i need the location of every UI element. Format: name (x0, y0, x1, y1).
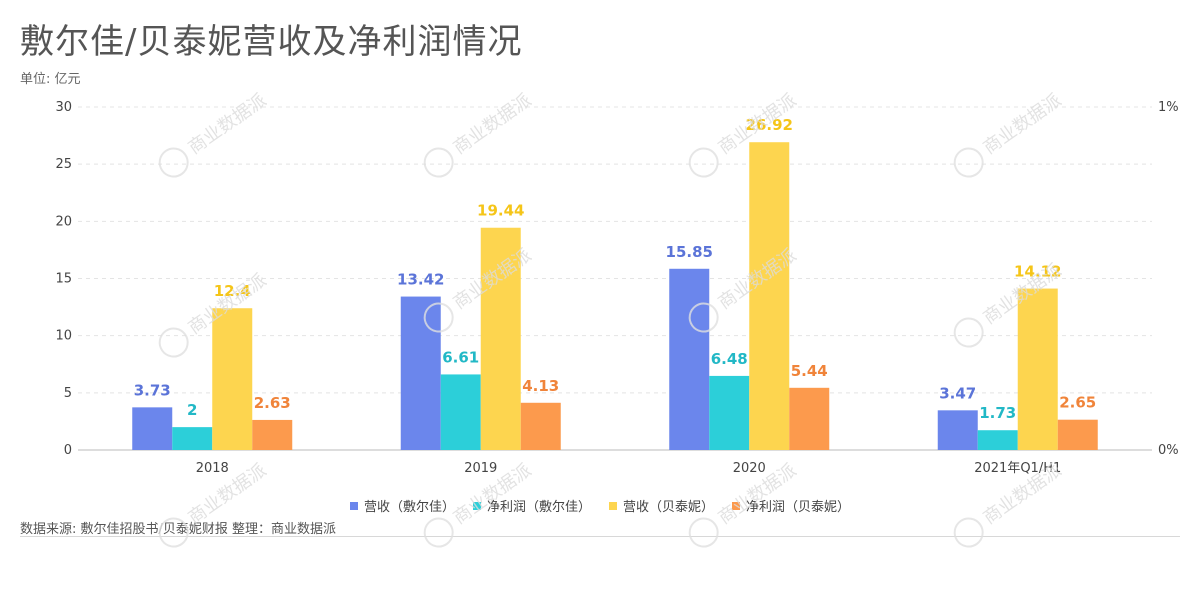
chart-title: 敷尔佳/贝泰妮营收及净利润情况 (20, 22, 523, 62)
legend-item[interactable]: 净利润（敷尔佳） (472, 496, 591, 515)
bar (480, 227, 521, 450)
y2-tick-label: 0% (1158, 443, 1179, 458)
data-label: 15.85 (666, 243, 713, 261)
bar (749, 142, 790, 450)
legend-item[interactable]: 净利润（贝泰妮） (732, 496, 850, 515)
bar (789, 387, 830, 450)
data-label: 26.92 (746, 116, 793, 134)
y-tick-label: 25 (55, 157, 72, 172)
x-tick-label: 2019 (464, 461, 497, 476)
legend-label: 净利润（贝泰妮） (746, 500, 851, 515)
data-label: 2.63 (254, 394, 291, 412)
chart-legend: 营收（敷尔佳） 净利润（敷尔佳） 营收（贝泰妮） 净利润（贝泰妮） (0, 496, 1200, 515)
legend-item[interactable]: 营收（敷尔佳） (349, 496, 455, 515)
bar (440, 374, 481, 450)
legend-label: 营收（贝泰妮） (623, 500, 715, 515)
data-label: 6.48 (711, 350, 748, 368)
data-label: 2 (187, 401, 197, 419)
legend-label: 净利润（敷尔佳） (486, 500, 591, 515)
data-label: 6.61 (442, 348, 479, 366)
bar (212, 308, 253, 450)
bar (400, 296, 441, 450)
data-label: 14.12 (1014, 263, 1061, 281)
bar (669, 268, 710, 450)
unit-label: 单位: 亿元 (20, 72, 81, 87)
bar (937, 410, 978, 450)
bar (977, 430, 1018, 450)
x-tick-label: 2020 (733, 461, 766, 476)
legend-swatch (732, 501, 741, 510)
data-label: 5.44 (791, 362, 828, 380)
bar (709, 375, 750, 450)
data-label: 4.13 (522, 377, 559, 395)
bar (1057, 419, 1098, 450)
data-label: 12.4 (214, 282, 251, 300)
bar (1017, 288, 1058, 450)
y-tick-label: 30 (55, 100, 72, 115)
legend-swatch (349, 501, 358, 510)
data-label: 1.73 (979, 404, 1016, 422)
data-label: 3.73 (134, 381, 171, 399)
data-label: 3.47 (939, 384, 976, 402)
y-tick-label: 5 (64, 386, 72, 401)
bar (172, 427, 213, 450)
data-label: 2.65 (1059, 394, 1096, 412)
divider (20, 536, 1180, 537)
legend-swatch (609, 501, 617, 510)
legend-label: 营收（敷尔佳） (363, 500, 455, 515)
y2-tick-label: 1% (1158, 100, 1179, 115)
x-tick-label: 2018 (196, 461, 229, 476)
bar (252, 419, 293, 450)
legend-swatch (472, 501, 481, 510)
legend-item[interactable]: 营收（贝泰妮） (609, 496, 714, 515)
x-tick-label: 2021年Q1/H1 (974, 461, 1061, 476)
y-tick-label: 20 (55, 214, 72, 229)
y-tick-label: 10 (55, 329, 72, 344)
y-tick-label: 0 (64, 443, 72, 458)
data-label: 19.44 (477, 202, 524, 220)
data-label: 13.42 (397, 271, 444, 289)
bar (132, 407, 173, 450)
source-note: 数据来源: 敷尔佳招股书/贝泰妮财报 整理：商业数据派 (20, 522, 337, 537)
y-tick-label: 15 (55, 272, 72, 287)
bar (520, 402, 561, 450)
